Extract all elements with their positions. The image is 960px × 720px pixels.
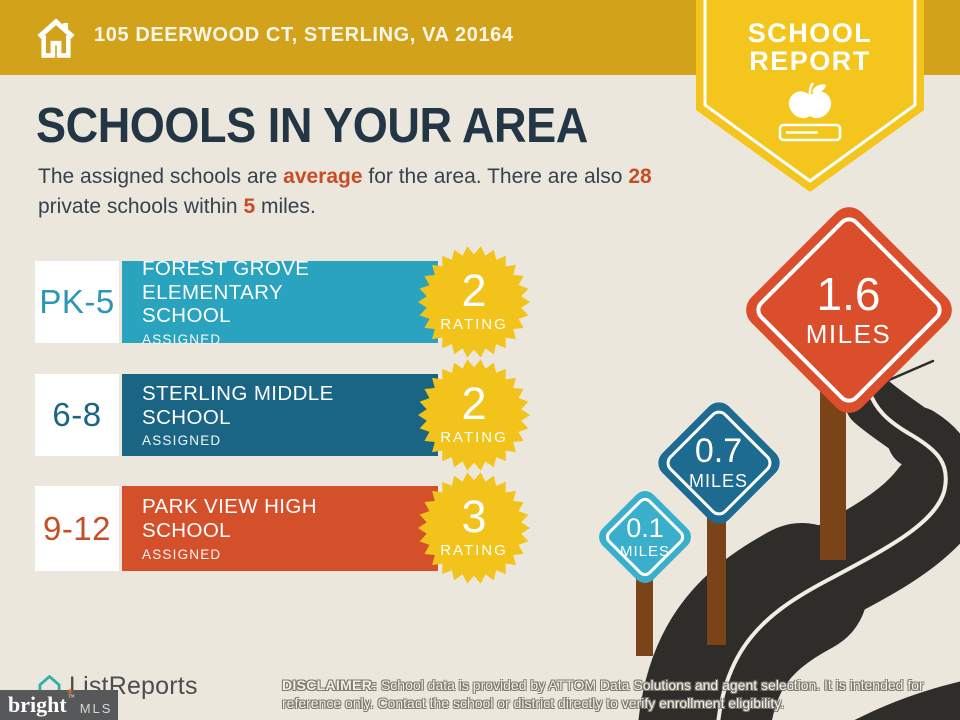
intro-paragraph: The assigned schools are average for the… [38,162,688,222]
school-row-high: 9-12 PARK VIEW HIGH SCHOOL ASSIGNED [35,486,438,571]
rating-value: 3 [461,490,487,542]
school-report-badge: SCHOOL REPORT [696,0,924,198]
school-name: PARK VIEW HIGH SCHOOL [142,495,317,542]
bright-mls-logo: bright ✦ ™ MLS [0,688,118,720]
intro-part4: miles. [255,194,316,218]
sign-post-high [820,390,846,560]
intro-part1: The assigned schools are [38,165,284,188]
distance-sign-elementary: 0.1 MILES [594,486,696,588]
intro-highlight-radius: 5 [243,194,256,218]
mls-text: MLS [79,700,113,716]
road-center-line [716,390,948,720]
page-title: SCHOOLS IN YOUR AREA [36,99,588,153]
sign-post-elementary [636,560,653,656]
school-status: ASSIGNED [142,332,222,348]
school-bar: STERLING MIDDLE SCHOOL ASSIGNED [122,374,438,456]
intro-highlight-average: average [283,165,363,188]
distance-unit: MILES [619,543,670,561]
rating-label: RATING [440,315,508,333]
grade-range: PK-5 [35,261,119,343]
school-bar: FOREST GROVE ELEMENTARY SCHOOL ASSIGNED [122,257,438,347]
school-name: FOREST GROVE ELEMENTARY SCHOOL [142,256,310,328]
grade-range: 9-12 [35,486,119,571]
intro-part3: private schools within [38,194,244,218]
distance-sign-middle: 0.7 MILES [652,396,785,529]
intro-highlight-count: 28 [628,165,652,188]
home-icon [34,15,78,66]
star-icon: ✦ [66,687,74,697]
grade-range: 6-8 [35,374,119,456]
rating-value: 2 [461,264,487,316]
distance-value: 1.6 [816,267,881,320]
distance-label: 0.1 MILES [594,486,696,588]
school-name: STERLING MIDDLE SCHOOL [142,381,334,429]
distance-value: 0.7 [694,432,743,471]
distance-label: 1.6 MILES [738,199,959,420]
property-address: 105 DEERWOOD CT, STERLING, VA 20164 [94,24,514,46]
distance-value: 0.1 [626,512,664,543]
pennant-shape [696,0,924,192]
bright-wordmark: bright ✦ ™ [8,688,75,717]
intro-part2: for the area. There are also [362,165,629,188]
sign-post-middle [707,500,726,645]
distance-unit: MILES [805,319,892,350]
school-row-middle: 6-8 STERLING MIDDLE SCHOOL ASSIGNED [35,374,438,456]
rating-value: 2 [461,377,487,429]
distance-unit: MILES [688,470,749,491]
trademark-symbol: ™ [67,693,75,701]
road-corner [854,681,960,720]
rating-label: RATING [440,541,508,559]
badge-title-line1: SCHOOL [747,18,873,48]
disclaimer-label: DISCLAIMER: [282,677,378,693]
disclaimer-body: School data is provided by ATTOM Data So… [282,677,924,711]
school-status: ASSIGNED [142,433,222,449]
distance-sign-high: 1.6 MILES [738,199,959,420]
disclaimer-text: DISCLAIMER: School data is provided by A… [282,677,930,713]
school-bar: PARK VIEW HIGH SCHOOL ASSIGNED [122,486,438,571]
apple-book-icon [778,82,842,142]
rating-label: RATING [440,428,508,446]
distance-label: 0.7 MILES [652,396,785,529]
bright-text: bright [8,692,67,717]
school-status: ASSIGNED [142,546,222,562]
badge-title-line2: REPORT [749,46,871,76]
school-row-elementary: PK-5 FOREST GROVE ELEMENTARY SCHOOL ASSI… [35,257,438,347]
